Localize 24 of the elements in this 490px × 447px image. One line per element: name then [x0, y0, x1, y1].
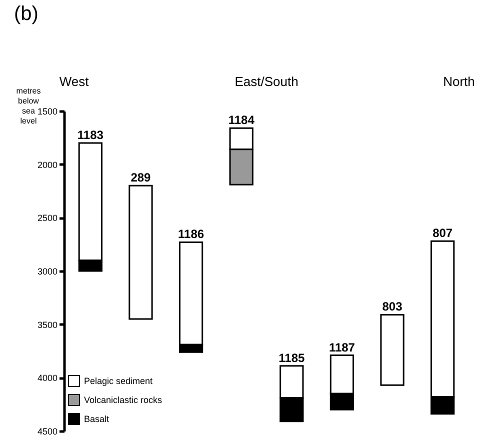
bar: [128, 184, 153, 320]
y-tick-label: 4500: [37, 426, 58, 436]
text: North: [443, 74, 475, 89]
y-tick-label: 2000: [37, 160, 58, 170]
x-tick-label: 1184: [228, 113, 255, 128]
x-tick-label: 1185: [278, 350, 305, 365]
x-tick-label: 803: [382, 300, 403, 314]
x-tick-label: 1183: [77, 128, 104, 142]
x-tick-label: 807: [432, 226, 453, 240]
y-tick-label: 3000: [37, 266, 58, 276]
x-tick-label: 1186: [178, 227, 204, 242]
legend-label: Basalt: [84, 414, 110, 424]
x-tick-label: 1187: [328, 340, 356, 354]
y-tick-label: 4000: [37, 373, 58, 384]
x-tick-label: 289: [130, 170, 152, 185]
chart-title: (b): [14, 3, 38, 25]
y-tick-label: 1500: [37, 106, 58, 116]
legend-label: Pelagic sediment: [84, 376, 154, 386]
text: West: [59, 74, 90, 89]
text: East/South: [234, 74, 298, 89]
y-tick-label: 3500: [37, 320, 58, 330]
legend-label: Volcaniclastic rocks: [84, 395, 163, 405]
bar: [380, 314, 404, 386]
y-tick-label: 2500: [37, 213, 58, 224]
